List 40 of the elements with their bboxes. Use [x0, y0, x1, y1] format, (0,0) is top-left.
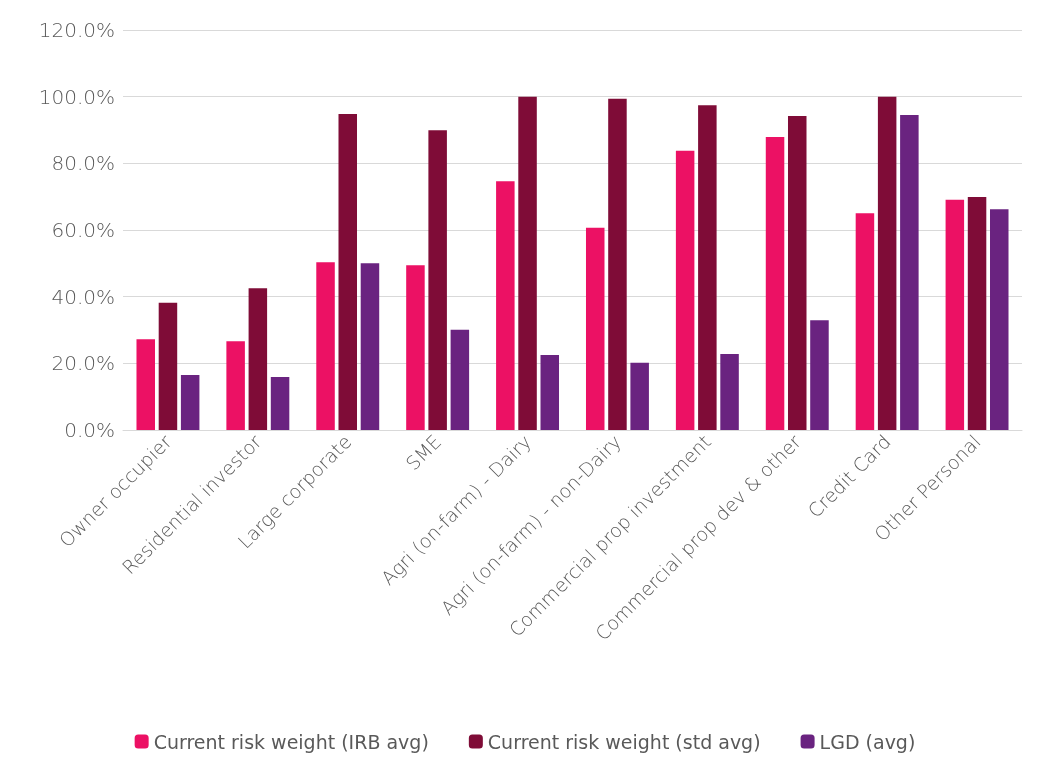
bar	[698, 105, 717, 430]
y-tick-label: 120.0%	[38, 18, 115, 42]
bar	[900, 115, 919, 430]
bar	[540, 355, 560, 430]
legend-label: Current risk weight (std avg)	[487, 730, 761, 753]
y-tick-label: 0.0%	[64, 418, 115, 442]
y-tick-label: 60.0%	[51, 218, 115, 242]
legend-label: LGD (avg)	[819, 730, 916, 753]
bar	[990, 209, 1009, 430]
bar	[720, 354, 739, 430]
bar	[518, 96, 537, 430]
y-tick-label: 100.0%	[38, 84, 115, 109]
bar	[855, 213, 875, 430]
bar	[158, 302, 178, 430]
bar	[765, 137, 785, 430]
bar	[945, 199, 965, 430]
bar	[226, 341, 245, 430]
bar	[316, 262, 335, 430]
y-tick-label: 40.0%	[51, 284, 115, 309]
bar	[496, 181, 515, 430]
y-tick-label: 80.0%	[51, 151, 115, 176]
bar	[136, 339, 155, 430]
bar	[180, 375, 200, 430]
bar	[270, 377, 290, 430]
bar	[248, 288, 268, 430]
legend-label: Current risk weight (IRB avg)	[153, 730, 429, 753]
bar	[810, 320, 829, 430]
bar	[406, 265, 425, 430]
bar	[450, 329, 470, 430]
y-tick-label: 20.0%	[51, 351, 115, 376]
bar	[608, 98, 627, 430]
bar	[877, 96, 897, 430]
bar	[428, 130, 447, 430]
bar	[788, 116, 807, 430]
bar	[338, 114, 357, 430]
bar	[675, 150, 695, 430]
bar	[967, 197, 987, 430]
bar	[585, 227, 605, 430]
bar	[630, 362, 649, 430]
bar	[360, 263, 380, 430]
